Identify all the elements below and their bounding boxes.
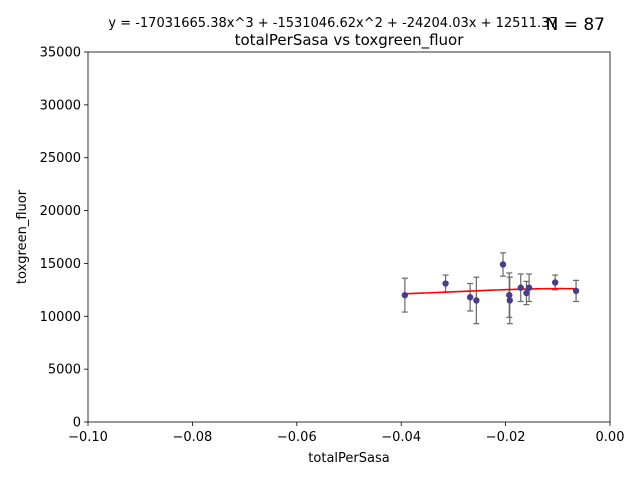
data-point bbox=[506, 291, 513, 299]
data-point bbox=[401, 291, 409, 299]
plot-frame bbox=[87, 51, 611, 423]
data-point bbox=[551, 279, 559, 286]
fit-curve bbox=[404, 287, 577, 295]
data-point bbox=[523, 289, 530, 297]
fit-equation: y = -17031665.38x^3 + -1531046.62x^2 + -… bbox=[108, 16, 557, 31]
x-axis-label: totalPerSasa bbox=[308, 451, 389, 466]
data-point bbox=[473, 297, 480, 304]
data-point bbox=[525, 284, 533, 291]
y-tick-label: 20000 bbox=[40, 204, 81, 219]
data-point bbox=[442, 280, 449, 287]
x-tick-label: −0.10 bbox=[68, 430, 108, 445]
data-point bbox=[572, 287, 580, 295]
y-axis-label: toxgreen_fluor bbox=[15, 189, 30, 284]
chart-title: totalPerSasa vs toxgreen_fluor bbox=[235, 31, 465, 50]
y-tick-label: 0 bbox=[73, 416, 81, 431]
x-tick-label: −0.06 bbox=[277, 430, 317, 445]
y-tick-label: 25000 bbox=[40, 151, 81, 166]
plot-area: −0.10 −0.08 −0.06 −0.04 −0.02 0.00 0 5000 10000 1… bbox=[40, 46, 625, 446]
x-tick-label: −0.08 bbox=[172, 430, 212, 445]
sample-count: N = 87 bbox=[546, 15, 605, 35]
x-tick-label: −0.02 bbox=[486, 430, 526, 445]
data-point bbox=[466, 294, 474, 301]
x-tick-label: 0.00 bbox=[596, 430, 625, 445]
data-point bbox=[517, 284, 524, 291]
y-tick-label: 10000 bbox=[40, 310, 81, 325]
data-point bbox=[499, 261, 507, 268]
y-tick-label: 15000 bbox=[40, 257, 81, 272]
y-tick-label: 30000 bbox=[40, 98, 81, 113]
data-point bbox=[506, 297, 513, 304]
y-tick-label: 5000 bbox=[48, 363, 81, 378]
x-tick-label: −0.04 bbox=[381, 430, 421, 445]
y-tick-label: 35000 bbox=[40, 46, 81, 61]
